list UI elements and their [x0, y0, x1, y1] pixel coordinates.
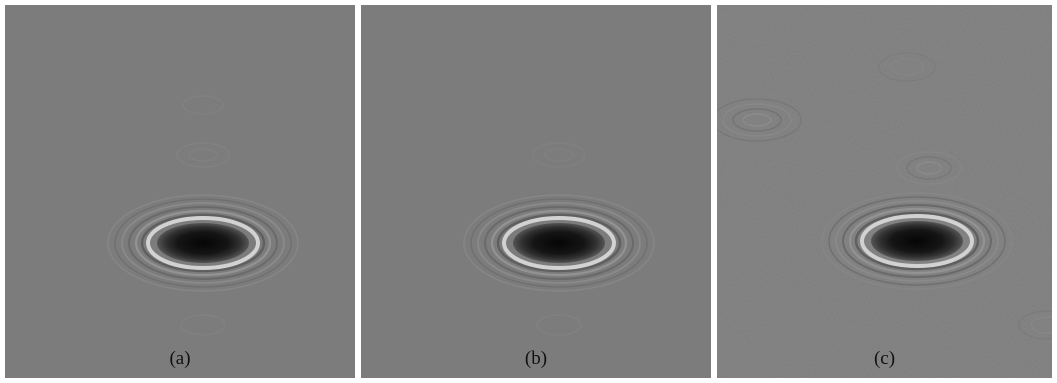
- panel-label-c: (c): [873, 348, 896, 369]
- diffraction-rings: [463, 194, 655, 292]
- stray-ring-pattern-top: [878, 52, 936, 82]
- stray-ring-pattern-topleft: [717, 98, 802, 142]
- panel-label-a: (a): [169, 348, 191, 369]
- faint-ring-pattern: [176, 95, 230, 336]
- reconstruction-image-c: [717, 5, 1052, 378]
- dark-focal-spot: [871, 221, 963, 261]
- panel-label-b: (b): [524, 348, 548, 369]
- diffraction-rings: [821, 192, 1013, 290]
- hologram-panel-a: (a): [5, 5, 355, 378]
- reconstruction-image-b: [463, 142, 655, 336]
- dark-focal-spot: [513, 223, 605, 263]
- stray-ring-pattern-mid: [896, 151, 962, 185]
- diffraction-rings: [107, 194, 299, 292]
- hologram-panel-b: (b): [361, 5, 711, 378]
- faint-ring-pattern: [532, 142, 586, 336]
- reconstruction-image-a: [107, 95, 299, 336]
- dark-focal-spot: [157, 223, 249, 263]
- noise-texture: [717, 5, 1052, 378]
- hologram-panel-c: (c): [717, 5, 1052, 378]
- stray-ring-pattern-bottomright: [1018, 310, 1052, 340]
